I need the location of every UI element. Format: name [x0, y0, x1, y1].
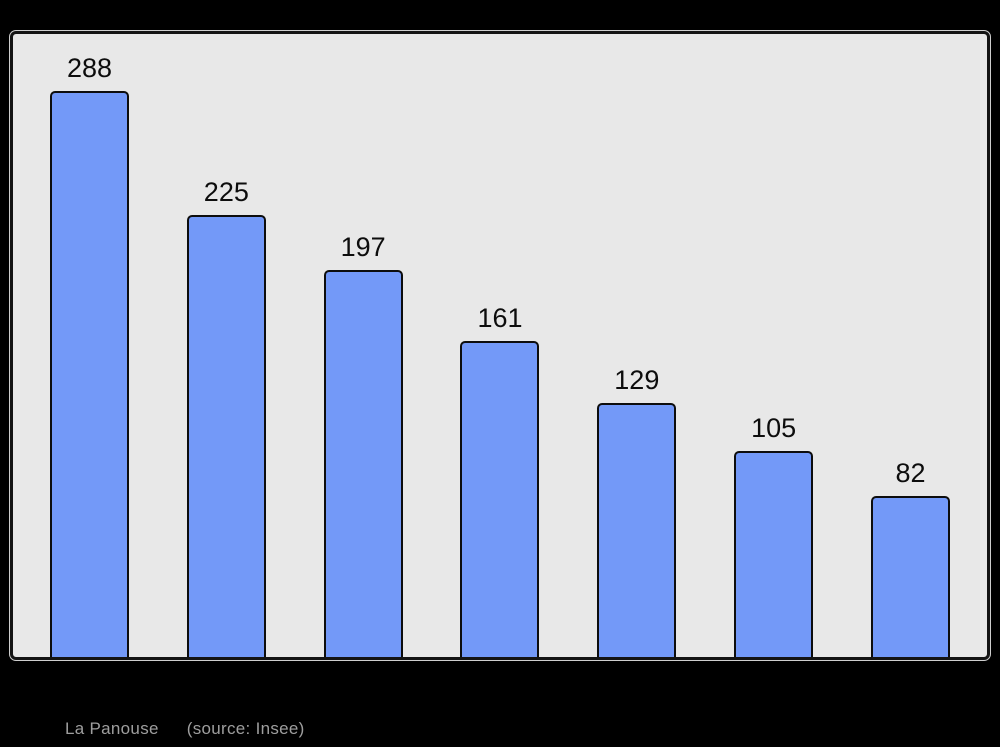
bar-group: 288 [50, 34, 129, 657]
bar-chart-plot-area: 288 225 197 161 129 105 82 [13, 34, 987, 657]
bar-group: 105 [734, 34, 814, 657]
bar [870, 495, 950, 657]
bar-value-label: 197 [340, 231, 386, 262]
bar-value-label: 82 [895, 457, 926, 488]
chart-caption: La Panouse (source: Insee) [65, 718, 305, 740]
bar-group: 82 [870, 34, 950, 657]
bar-value-label: 129 [614, 365, 660, 396]
caption-place-label: La Panouse [65, 719, 159, 738]
bar [50, 91, 129, 657]
bar [323, 269, 403, 657]
chart-frame: 288 225 197 161 129 105 82 [10, 31, 990, 660]
bar-group: 161 [460, 34, 540, 657]
bar-value-label: 161 [477, 302, 523, 333]
bar-group: 225 [186, 34, 266, 657]
caption-source-label: (source: Insee) [186, 719, 305, 738]
bar-value-label: 225 [203, 176, 249, 207]
bar [734, 450, 814, 657]
bar [597, 403, 677, 657]
bar-value-label: 105 [751, 412, 797, 443]
bar-group: 129 [597, 34, 677, 657]
bar [186, 214, 266, 657]
bar-value-label: 288 [66, 53, 113, 83]
bar [460, 340, 540, 657]
bar-group: 197 [323, 34, 403, 657]
